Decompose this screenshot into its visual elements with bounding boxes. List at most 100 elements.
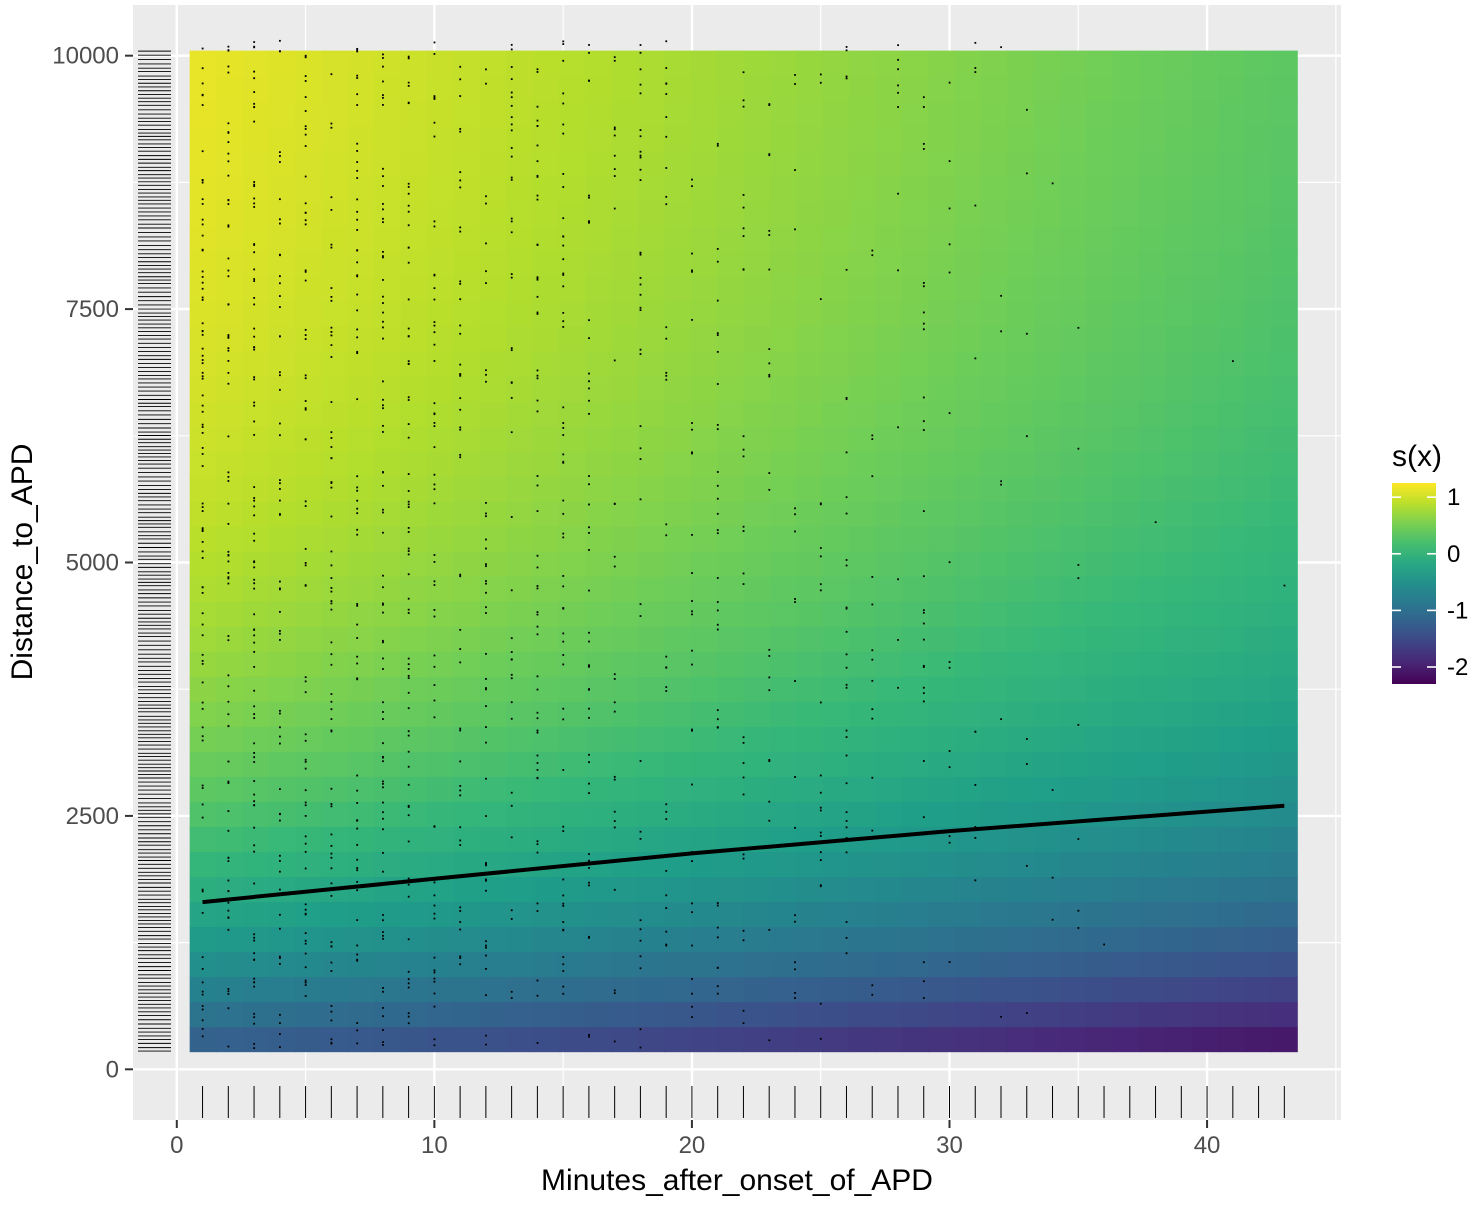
- heatmap-tile: [532, 75, 560, 102]
- data-point: [201, 371, 204, 374]
- data-point: [716, 902, 719, 904]
- data-point: [330, 882, 333, 885]
- heatmap-tile: [242, 851, 270, 878]
- data-point: [407, 360, 410, 363]
- heatmap-tile: [690, 876, 718, 903]
- heatmap-tile: [637, 551, 665, 577]
- heatmap-tile: [901, 476, 929, 502]
- heatmap-tile: [479, 876, 507, 903]
- heatmap-tile: [479, 150, 507, 177]
- heatmap-tile: [558, 125, 586, 152]
- heatmap-tile: [506, 626, 534, 652]
- heatmap-tile: [506, 501, 534, 527]
- heatmap-tile: [611, 826, 639, 852]
- heatmap-tile: [796, 551, 824, 577]
- heatmap-tile: [1218, 375, 1246, 402]
- data-point: [433, 473, 436, 476]
- heatmap-tile: [928, 476, 956, 502]
- heatmap-tile: [954, 476, 982, 502]
- heatmap-tile: [954, 1001, 982, 1028]
- heatmap-tile: [1033, 300, 1061, 327]
- data-point: [253, 804, 256, 807]
- heatmap-tile: [242, 325, 270, 352]
- data-point: [562, 718, 565, 721]
- heatmap-tile: [664, 375, 692, 402]
- data-point: [716, 985, 719, 988]
- data-point: [562, 902, 565, 905]
- data-point: [485, 82, 487, 85]
- heatmap-tile: [1007, 325, 1035, 352]
- heatmap-tile: [426, 601, 454, 627]
- data-point: [382, 185, 384, 187]
- data-point: [871, 254, 874, 257]
- data-point: [279, 488, 281, 490]
- heatmap-tile: [875, 400, 903, 427]
- heatmap-tile: [637, 425, 665, 452]
- heatmap-tile: [216, 375, 244, 402]
- data-point: [613, 168, 616, 171]
- data-point: [948, 961, 951, 963]
- heatmap-tile: [374, 926, 402, 953]
- heatmap-tile: [664, 225, 692, 252]
- data-point: [253, 844, 256, 847]
- data-point: [253, 717, 256, 720]
- data-point: [330, 1004, 333, 1007]
- data-point: [536, 277, 539, 280]
- heatmap-tile: [901, 576, 929, 602]
- data-point: [279, 198, 281, 201]
- data-point: [716, 497, 719, 500]
- heatmap-tile: [1033, 651, 1061, 677]
- heatmap-tile: [216, 175, 244, 202]
- data-point: [279, 735, 281, 738]
- heatmap-tile: [1165, 150, 1193, 177]
- data-point: [716, 936, 719, 939]
- heatmap-tile: [980, 951, 1008, 978]
- data-point: [459, 727, 462, 730]
- heatmap-tile: [506, 1001, 534, 1028]
- heatmap-tile: [954, 225, 982, 252]
- data-point: [742, 1009, 745, 1012]
- heatmap-tile: [1086, 125, 1114, 152]
- heatmap-tile: [532, 576, 560, 602]
- heatmap-tile: [426, 501, 454, 527]
- heatmap-tile: [242, 400, 270, 427]
- data-point: [845, 46, 848, 48]
- heatmap-tile: [664, 1001, 692, 1028]
- heatmap-tile: [901, 100, 929, 127]
- heatmap-tile: [1244, 175, 1272, 202]
- data-point: [279, 254, 281, 257]
- data-point: [459, 928, 462, 931]
- data-point: [356, 604, 359, 607]
- data-point: [510, 347, 513, 350]
- data-point: [665, 818, 668, 821]
- data-point: [227, 435, 230, 438]
- heatmap-tile: [901, 601, 929, 627]
- heatmap-tile: [769, 325, 797, 352]
- data-point: [613, 128, 616, 131]
- data-point: [227, 522, 230, 525]
- heatmap-tile: [585, 951, 613, 978]
- data-point: [253, 70, 256, 73]
- heatmap-tile: [980, 751, 1008, 777]
- heatmap-tile: [611, 926, 639, 953]
- heatmap-tile: [1244, 726, 1272, 752]
- data-point: [485, 195, 487, 198]
- data-point: [279, 1013, 281, 1016]
- data-point: [819, 298, 822, 301]
- data-point: [227, 131, 230, 134]
- data-point: [716, 601, 719, 603]
- heatmap-tile: [875, 300, 903, 327]
- heatmap-tile: [1007, 726, 1035, 752]
- data-point: [871, 649, 874, 652]
- data-point: [845, 952, 848, 955]
- heatmap-tile: [295, 551, 323, 577]
- heatmap-tile: [928, 300, 956, 327]
- data-point: [227, 582, 230, 585]
- data-point: [330, 693, 333, 695]
- heatmap-tile: [1191, 851, 1219, 878]
- heatmap-tile: [664, 1026, 692, 1053]
- heatmap-tile: [189, 751, 217, 777]
- data-point: [562, 311, 565, 314]
- heatmap-tile: [822, 125, 850, 152]
- heatmap-tile: [1191, 826, 1219, 852]
